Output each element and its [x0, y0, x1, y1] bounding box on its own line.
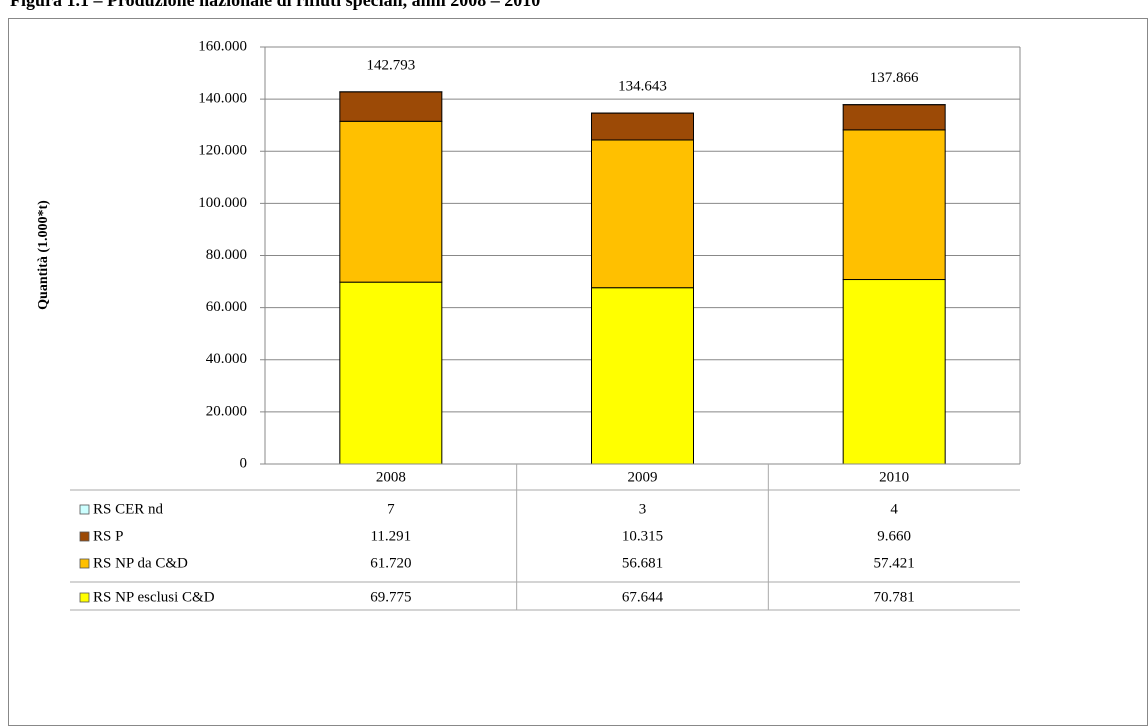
legend-swatch: [79, 531, 90, 542]
table-cell: 56.681: [622, 555, 663, 571]
bar-segment: [842, 104, 946, 131]
table-cell: 61.720: [370, 555, 411, 571]
legend-swatch: [79, 592, 90, 603]
y-tick-label: 80.000: [206, 247, 247, 263]
legend-label: RS NP da C&D: [93, 555, 188, 571]
table-cell: 57.421: [874, 555, 915, 571]
table-cell: 11.291: [370, 528, 411, 544]
x-tick-label: 2010: [879, 469, 909, 485]
bar-segment: [591, 112, 694, 141]
y-tick-label: 60.000: [206, 299, 247, 315]
y-tick-label: 160.000: [198, 38, 247, 54]
y-tick-label: 100.000: [198, 195, 247, 211]
legend-swatch: [79, 504, 90, 515]
y-tick-label: 20.000: [206, 403, 247, 419]
table-cell: 70.781: [874, 589, 915, 605]
legend-label: RS P: [93, 528, 123, 544]
total-label: 134.643: [618, 79, 667, 95]
table-cell: 69.775: [370, 589, 411, 605]
y-tick-label: 140.000: [198, 91, 247, 107]
table-cell: 9.660: [877, 528, 911, 544]
y-tick-label: 120.000: [198, 143, 247, 159]
chart-frame: [8, 18, 1148, 726]
bar-segment: [339, 120, 443, 283]
table-cell: 3: [639, 501, 647, 517]
bar-segment: [842, 129, 946, 281]
bar-segment: [842, 279, 946, 465]
chart-title: Figura 1.1 – Produzione nazionale di rif…: [10, 0, 540, 10]
table-cell: 67.644: [622, 589, 664, 605]
y-tick-label: 40.000: [206, 351, 247, 367]
bar-segment: [339, 281, 443, 465]
y-axis-label: Quantità (1.000*t): [36, 200, 51, 310]
legend-label: RS CER nd: [93, 501, 164, 517]
x-tick-label: 2009: [628, 469, 658, 485]
x-tick-label: 2008: [376, 469, 406, 485]
legend-label: RS NP esclusi C&D: [93, 589, 215, 605]
legend-swatch: [79, 558, 90, 569]
y-tick-label: 0: [240, 455, 248, 471]
bar-segment: [591, 139, 694, 289]
table-cell: 7: [387, 501, 395, 517]
bar-segment: [339, 91, 443, 122]
total-label: 142.793: [366, 57, 415, 73]
table-cell: 4: [890, 501, 898, 517]
table-cell: 10.315: [622, 528, 663, 544]
bar-segment: [591, 287, 694, 465]
total-label: 137.866: [870, 70, 919, 86]
